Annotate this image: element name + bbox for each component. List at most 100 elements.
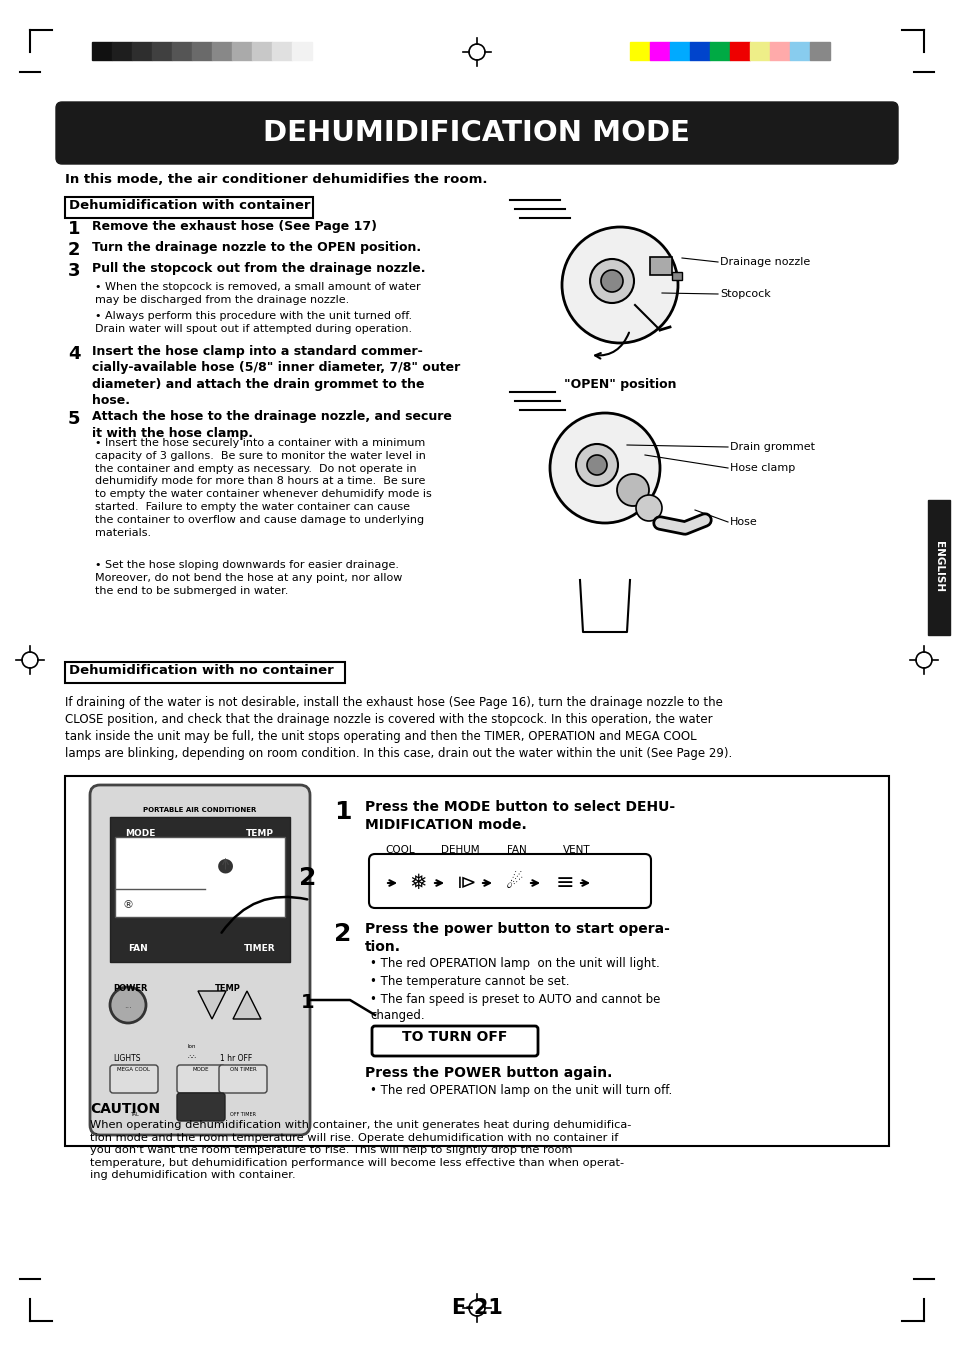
Bar bbox=[689, 42, 709, 59]
Bar bbox=[709, 42, 729, 59]
Text: 2: 2 bbox=[68, 240, 80, 259]
Text: Hose clamp: Hose clamp bbox=[729, 463, 795, 473]
Text: DEHUM: DEHUM bbox=[440, 844, 478, 855]
Text: Drain grommet: Drain grommet bbox=[729, 442, 814, 453]
Text: LIGHTS: LIGHTS bbox=[112, 1054, 140, 1063]
Text: Press the POWER button again.: Press the POWER button again. bbox=[365, 1066, 612, 1079]
Text: Ion: Ion bbox=[188, 1044, 196, 1048]
Bar bbox=[809, 42, 829, 59]
Text: 2: 2 bbox=[334, 921, 352, 946]
Bar bbox=[65, 662, 345, 684]
Bar bbox=[769, 42, 789, 59]
Bar bbox=[649, 42, 669, 59]
Text: Stopcock: Stopcock bbox=[720, 289, 770, 299]
Circle shape bbox=[576, 444, 618, 486]
Text: Dehumidification with no container: Dehumidification with no container bbox=[69, 663, 334, 677]
Circle shape bbox=[636, 494, 661, 521]
Text: • Always perform this procedure with the unit turned off.
Drain water will spout: • Always perform this procedure with the… bbox=[95, 311, 412, 334]
Text: When operating dehumidification with container, the unit generates heat during d: When operating dehumidification with con… bbox=[90, 1120, 631, 1181]
Text: In this mode, the air conditioner dehumidifies the room.: In this mode, the air conditioner dehumi… bbox=[65, 173, 487, 186]
Text: TEMP: TEMP bbox=[214, 984, 240, 993]
Polygon shape bbox=[233, 992, 261, 1019]
Bar bbox=[789, 42, 809, 59]
Text: TEMP: TEMP bbox=[246, 830, 274, 838]
Circle shape bbox=[600, 270, 622, 292]
Text: ®: ® bbox=[122, 900, 132, 911]
Circle shape bbox=[110, 988, 146, 1023]
Text: FAN: FAN bbox=[128, 944, 148, 952]
Bar bbox=[65, 775, 888, 1146]
Text: If draining of the water is not desirable, install the exhaust hose (See Page 16: If draining of the water is not desirabl… bbox=[65, 696, 732, 761]
Text: DEHUMIDIFICATION MODE: DEHUMIDIFICATION MODE bbox=[263, 119, 690, 147]
Text: Pull the stopcock out from the drainage nozzle.: Pull the stopcock out from the drainage … bbox=[91, 262, 425, 276]
Bar bbox=[669, 42, 689, 59]
Text: OFF TIMER: OFF TIMER bbox=[230, 1112, 255, 1117]
Bar bbox=[272, 42, 292, 59]
Text: ❅: ❅ bbox=[409, 873, 426, 893]
Circle shape bbox=[561, 227, 678, 343]
Bar bbox=[91, 42, 112, 59]
Text: MODE: MODE bbox=[125, 830, 155, 838]
Text: ☄: ☄ bbox=[506, 874, 523, 893]
Text: Remove the exhaust hose (See Page 17): Remove the exhaust hose (See Page 17) bbox=[91, 220, 376, 232]
Bar bbox=[671, 272, 681, 280]
Text: POWER: POWER bbox=[112, 984, 148, 993]
Bar bbox=[749, 42, 769, 59]
FancyBboxPatch shape bbox=[90, 785, 310, 1135]
Text: PORTABLE AIR CONDITIONER: PORTABLE AIR CONDITIONER bbox=[143, 807, 256, 813]
Text: MEGA COOL: MEGA COOL bbox=[117, 1067, 151, 1071]
Text: Press the MODE button to select DEHU-
MIDIFICATION mode.: Press the MODE button to select DEHU- MI… bbox=[365, 800, 675, 832]
Bar bbox=[729, 42, 749, 59]
Bar bbox=[112, 42, 132, 59]
Text: 3: 3 bbox=[68, 262, 80, 280]
Circle shape bbox=[617, 474, 648, 507]
Bar bbox=[172, 42, 192, 59]
Circle shape bbox=[586, 455, 606, 476]
Text: • The red OPERATION lamp on the unit will turn off.: • The red OPERATION lamp on the unit wil… bbox=[370, 1084, 672, 1097]
Text: Drainage nozzle: Drainage nozzle bbox=[720, 257, 809, 267]
Bar bbox=[629, 42, 649, 59]
Polygon shape bbox=[198, 992, 226, 1019]
FancyBboxPatch shape bbox=[110, 1065, 158, 1093]
Bar bbox=[115, 838, 285, 917]
FancyBboxPatch shape bbox=[369, 854, 650, 908]
Bar bbox=[192, 42, 212, 59]
Text: COOL: COOL bbox=[385, 844, 415, 855]
Bar bbox=[212, 42, 232, 59]
Text: • Set the hose sloping downwards for easier drainage.
Moreover, do not bend the : • Set the hose sloping downwards for eas… bbox=[95, 561, 402, 596]
Text: ●: ● bbox=[216, 855, 233, 874]
Text: • Insert the hose securely into a container with a minimum
capacity of 3 gallons: • Insert the hose securely into a contai… bbox=[95, 438, 432, 538]
Bar bbox=[927, 500, 949, 635]
FancyBboxPatch shape bbox=[372, 1025, 537, 1056]
Text: TIMER: TIMER bbox=[244, 944, 275, 952]
FancyBboxPatch shape bbox=[56, 101, 897, 163]
Text: MODE: MODE bbox=[193, 1067, 209, 1071]
Circle shape bbox=[589, 259, 634, 303]
Bar bbox=[132, 42, 152, 59]
Text: 1: 1 bbox=[68, 220, 80, 238]
Text: Press the power button to start opera-
tion.: Press the power button to start opera- t… bbox=[365, 921, 669, 954]
Text: CAUTION: CAUTION bbox=[90, 1102, 160, 1116]
Text: Turn the drainage nozzle to the OPEN position.: Turn the drainage nozzle to the OPEN pos… bbox=[91, 240, 420, 254]
Text: Attach the hose to the drainage nozzle, and secure
it with the hose clamp.: Attach the hose to the drainage nozzle, … bbox=[91, 409, 452, 439]
Text: ON TIMER: ON TIMER bbox=[230, 1067, 256, 1071]
Bar bbox=[110, 817, 290, 962]
Text: • The fan speed is preset to AUTO and cannot be
changed.: • The fan speed is preset to AUTO and ca… bbox=[370, 993, 659, 1021]
Bar bbox=[252, 42, 272, 59]
Text: FAN: FAN bbox=[507, 844, 526, 855]
Text: ENGLISH: ENGLISH bbox=[933, 542, 943, 593]
Text: ≡: ≡ bbox=[555, 873, 574, 893]
Text: Dehumidification with container: Dehumidification with container bbox=[69, 199, 310, 212]
Bar bbox=[152, 42, 172, 59]
Text: 4: 4 bbox=[68, 345, 80, 363]
Text: ...: ... bbox=[124, 1001, 132, 1009]
Text: Insert the hose clamp into a standard commer-
cially-available hose (5/8" inner : Insert the hose clamp into a standard co… bbox=[91, 345, 459, 408]
Text: • The temperature cannot be set.: • The temperature cannot be set. bbox=[370, 975, 569, 988]
Text: 1 hr OFF: 1 hr OFF bbox=[220, 1054, 252, 1063]
Text: "OPEN" position: "OPEN" position bbox=[563, 378, 676, 390]
Text: ⧐: ⧐ bbox=[456, 874, 476, 893]
Text: • When the stopcock is removed, a small amount of water
may be discharged from t: • When the stopcock is removed, a small … bbox=[95, 282, 420, 305]
Bar bbox=[649, 257, 671, 276]
Text: E-21: E-21 bbox=[451, 1298, 502, 1319]
Bar bbox=[65, 197, 313, 218]
